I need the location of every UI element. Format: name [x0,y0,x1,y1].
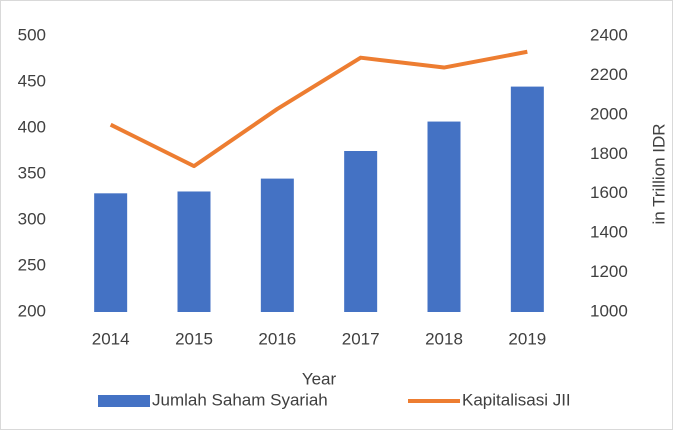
bar [94,193,128,312]
y-tick-label: 200 [18,301,46,320]
y2-axis-title: in Trillion IDR [649,123,668,224]
bar [510,86,544,312]
bar [344,151,378,312]
legend-label: Jumlah Saham Syariah [152,390,328,409]
bar [427,121,461,312]
x-tick-label: 2016 [258,329,296,348]
y2-tick-label: 1000 [590,301,628,320]
x-tick-label: 2017 [342,329,380,348]
y2-tick-label: 2200 [590,65,628,84]
x-axis-title: Year [302,369,337,388]
legend-label: Kapitalisasi JII [462,390,571,409]
legend-swatch [98,395,150,407]
x-tick-label: 2015 [175,329,213,348]
y2-tick-label: 1200 [590,262,628,281]
y2-tick-label: 2000 [590,104,628,123]
bar [260,178,294,312]
line [109,49,528,169]
y-tick-label: 450 [18,71,46,90]
y-tick-label: 350 [18,163,46,182]
y-tick-label: 250 [18,255,46,274]
bar [177,191,211,312]
y2-tick-label: 1800 [590,144,628,163]
y-tick-label: 400 [18,117,46,136]
y2-tick-label: 2400 [590,25,628,44]
x-tick-label: 2014 [92,329,130,348]
x-tick-label: 2019 [508,329,546,348]
y2-tick-label: 1400 [590,223,628,242]
y-tick-label: 300 [18,209,46,228]
y-tick-label: 500 [18,25,46,44]
x-tick-label: 2018 [425,329,463,348]
y2-tick-label: 1600 [590,183,628,202]
